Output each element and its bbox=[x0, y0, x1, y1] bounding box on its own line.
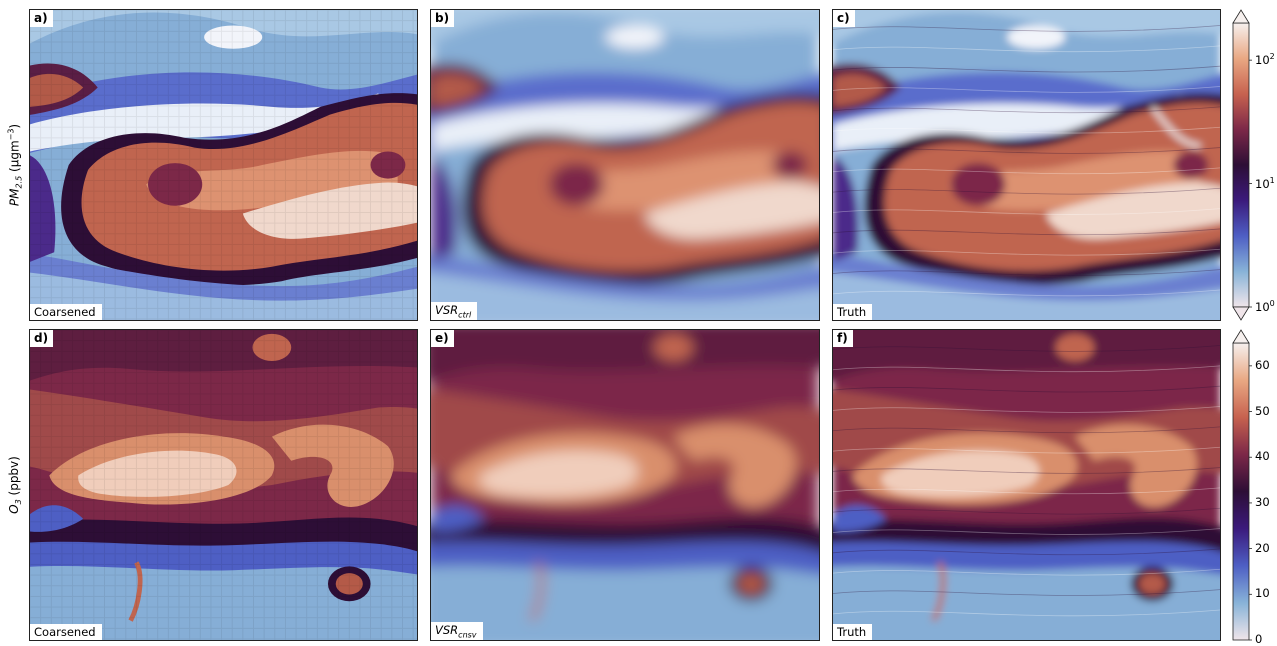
colorbar-tick-label: 0 bbox=[1255, 632, 1263, 646]
colorbar-tick-label: 10 bbox=[1255, 586, 1270, 601]
heatmap-field bbox=[30, 10, 417, 320]
panel-caption: Coarsened bbox=[30, 624, 102, 640]
panel-label: f) bbox=[833, 330, 853, 347]
panel-caption: Coarsened bbox=[30, 304, 102, 320]
panel-caption: Truth bbox=[833, 624, 873, 640]
panel-e-vsr-cnsv-o3: e) VSRcnsv bbox=[430, 329, 820, 641]
colorbar-extend-max bbox=[1232, 9, 1250, 24]
heatmap-field bbox=[431, 10, 819, 320]
colorbar-tick-label: 30 bbox=[1255, 494, 1270, 509]
panel-label: c) bbox=[833, 10, 855, 27]
colorbar-extend-max bbox=[1232, 329, 1250, 344]
colorbar-extend-min bbox=[1232, 306, 1250, 321]
colorbar-gradient bbox=[1232, 342, 1250, 641]
ylabel-pm25: PM2.5 (μgm−3) bbox=[6, 123, 24, 207]
ylabel-o3: O3 (ppbv) bbox=[6, 456, 24, 514]
panel-d-coarsened-o3: d) Coarsened bbox=[29, 329, 418, 641]
heatmap-field bbox=[30, 330, 417, 640]
panel-f-truth-o3: f) Truth bbox=[832, 329, 1221, 641]
colorbar-tick-label: 100 bbox=[1255, 299, 1275, 314]
heatmap-field bbox=[833, 330, 1220, 640]
colorbar-tick-label: 40 bbox=[1255, 449, 1270, 464]
panel-label: a) bbox=[30, 10, 53, 27]
colorbar-tick-label: 20 bbox=[1255, 540, 1270, 555]
colorbar-o3-svg bbox=[1232, 329, 1252, 641]
panel-label: e) bbox=[431, 330, 454, 347]
panel-caption: VSRctrl bbox=[431, 301, 478, 320]
panel-label: b) bbox=[431, 10, 455, 27]
colorbar-pm25-svg bbox=[1232, 9, 1252, 321]
panel-a-coarsened-pm25: a) Coarsened bbox=[29, 9, 418, 321]
colorbar-tick-label: 101 bbox=[1255, 175, 1275, 191]
colorbar-pm25: 100 101 102 bbox=[1232, 9, 1277, 321]
panel-caption: Truth bbox=[833, 304, 873, 320]
panel-caption: VSRcnsv bbox=[431, 621, 483, 640]
panel-b-vsr-ctrl-pm25: b) VSRctrl bbox=[430, 9, 820, 321]
colorbar-tick-label: 102 bbox=[1255, 52, 1275, 67]
colorbar-o3: 0 10 20 30 40 50 60 bbox=[1232, 329, 1277, 646]
colorbar-gradient bbox=[1232, 22, 1250, 308]
panel-label: d) bbox=[30, 330, 54, 347]
colorbar-tick-label: 60 bbox=[1255, 357, 1270, 372]
colorbar-tick-label: 50 bbox=[1255, 403, 1270, 418]
panel-c-truth-pm25: c) Truth bbox=[832, 9, 1221, 321]
heatmap-field bbox=[833, 10, 1220, 320]
heatmap-field bbox=[431, 330, 819, 640]
